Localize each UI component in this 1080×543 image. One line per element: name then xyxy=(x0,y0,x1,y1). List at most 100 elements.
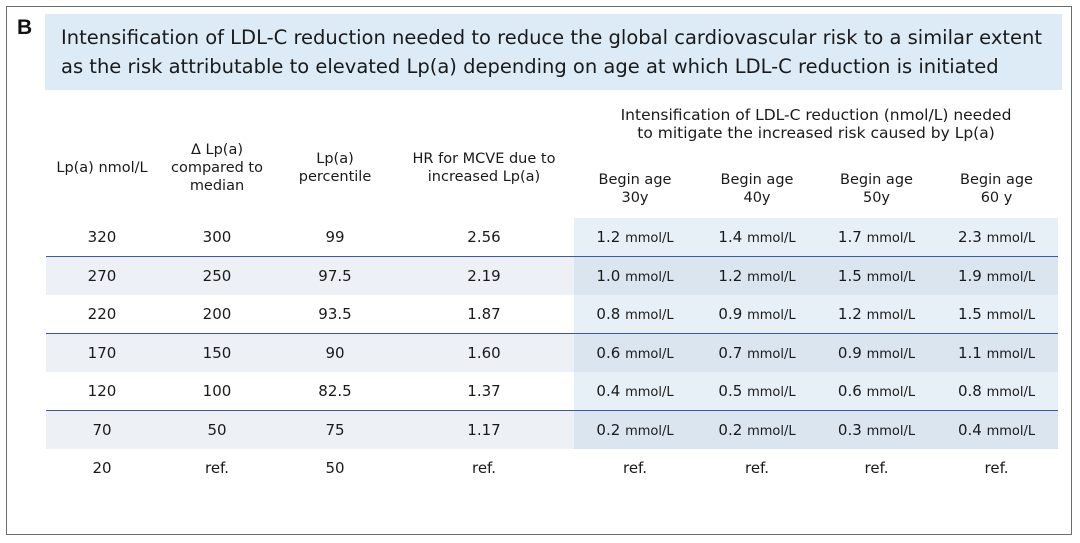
cell-age-40: ref. xyxy=(744,459,770,477)
col-header-hr: HR for MCVE due to increased Lp(a) xyxy=(394,100,574,218)
cell-percentile: 50 xyxy=(325,459,345,477)
risk-value: 1.2 xyxy=(596,228,621,246)
risk-value: 1.2 xyxy=(718,267,743,285)
risk-value: 0.7 xyxy=(718,344,743,362)
cell-age-60: 1.5 mmol/L xyxy=(935,295,1059,334)
header-text: Δ Lp(a) xyxy=(190,142,243,158)
risk-unit: mmol/L xyxy=(747,231,796,246)
header-text: median xyxy=(189,178,245,194)
cell-age-60: 0.4 mmol/L xyxy=(935,410,1059,449)
risk-value: 0.2 xyxy=(718,421,743,439)
header-text: compared to xyxy=(171,160,263,176)
panel-label: B xyxy=(17,16,33,39)
risk-unit: mmol/L xyxy=(986,270,1036,285)
figure-frame xyxy=(6,6,1072,535)
risk-unit: mmol/L xyxy=(625,308,674,323)
cell-hr: 1.37 xyxy=(467,382,501,400)
cell-lpa: 70 xyxy=(46,410,158,449)
title-line-2: as the risk attributable to elevated Lp(… xyxy=(61,55,999,78)
cell-percentile: 97.5 xyxy=(276,256,394,295)
cell-lpa: 220 xyxy=(87,305,117,323)
cell-delta: 250 xyxy=(158,256,276,295)
cell-delta: 200 xyxy=(202,305,232,323)
col-header-age-30: Begin age 30y xyxy=(574,156,696,218)
cell-age-30: ref. xyxy=(622,459,648,477)
cell-age-40: 1.2 mmol/L xyxy=(696,256,818,295)
cell-age-30: 1.0 mmol/L xyxy=(574,256,696,295)
table-row: 20 ref. 50 ref. ref. ref. ref. ref. xyxy=(46,449,1058,487)
cell-age-50: ref. xyxy=(864,459,889,477)
col-header-delta: Δ Lp(a) compared to median xyxy=(158,100,276,218)
col-header-percentile: Lp(a) percentile xyxy=(276,100,394,218)
cell-delta: 300 xyxy=(202,228,232,246)
cell-lpa: 270 xyxy=(46,256,158,295)
cell-hr: 1.17 xyxy=(394,410,574,449)
risk-value: 0.5 xyxy=(718,382,743,400)
risk-value: 0.4 xyxy=(596,382,621,400)
col-header-age-40: Begin age 40y xyxy=(696,156,818,218)
title-line-1: Intensification of LDL-C reduction neede… xyxy=(61,26,1043,49)
header-text: Lp(a) xyxy=(316,151,354,167)
cell-percentile: 82.5 xyxy=(318,382,352,400)
risk-unit: mmol/L xyxy=(986,424,1036,439)
risk-unit: mmol/L xyxy=(866,385,916,400)
risk-unit: mmol/L xyxy=(866,347,916,362)
risk-unit: mmol/L xyxy=(986,347,1036,362)
header-text: increased Lp(a) xyxy=(427,169,541,185)
col-header-lpa: Lp(a) nmol/L xyxy=(46,100,158,218)
header-text: 60 y xyxy=(980,190,1013,206)
cell-lpa: 320 xyxy=(87,228,117,246)
risk-value: 1.0 xyxy=(596,267,621,285)
cell-percentile: 99 xyxy=(325,228,345,246)
header-text: percentile xyxy=(298,169,372,185)
cell-age-30: 0.4 mmol/L xyxy=(574,372,696,411)
header-text: Intensification of LDL-C reduction (nmol… xyxy=(620,106,1012,124)
table-row: 170 150 90 1.60 0.6 mmol/L 0.7 mmol/L 0.… xyxy=(46,333,1059,372)
cell-age-40: 0.7 mmol/L xyxy=(696,333,818,372)
data-table: Lp(a) nmol/L Δ Lp(a) compared to median … xyxy=(46,100,1059,487)
col-header-age-50: Begin age 50y xyxy=(818,156,935,218)
risk-value: 0.4 xyxy=(957,421,982,439)
col-header-age-60: Begin age 60 y xyxy=(935,156,1058,218)
cell-age-50: 1.5 mmol/L xyxy=(818,256,935,295)
risk-value: 0.9 xyxy=(718,305,743,323)
cell-hr: 1.60 xyxy=(394,333,574,372)
header-text: 40y xyxy=(743,190,771,206)
cell-age-60: 1.1 mmol/L xyxy=(935,333,1059,372)
risk-value: 2.3 xyxy=(957,228,982,246)
risk-unit: mmol/L xyxy=(625,385,674,400)
cell-age-30: 1.2 mmol/L xyxy=(574,218,696,257)
risk-value: 1.1 xyxy=(957,344,982,362)
header-text: Begin age xyxy=(960,172,1033,188)
risk-unit: mmol/L xyxy=(625,231,674,246)
cell-age-50: 0.6 mmol/L xyxy=(818,372,935,411)
risk-unit: mmol/L xyxy=(625,424,674,439)
risk-unit: mmol/L xyxy=(747,424,796,439)
risk-unit: mmol/L xyxy=(986,385,1036,400)
risk-value: 0.9 xyxy=(837,344,862,362)
cell-hr: 1.87 xyxy=(467,305,501,323)
risk-unit: mmol/L xyxy=(986,231,1036,246)
cell-hr: ref. xyxy=(471,459,497,477)
cell-age-50: 1.2 mmol/L xyxy=(818,295,935,334)
risk-unit: mmol/L xyxy=(866,270,916,285)
cell-hr: 2.19 xyxy=(394,256,574,295)
cell-delta: 100 xyxy=(202,382,232,400)
risk-unit: mmol/L xyxy=(625,347,674,362)
cell-age-40: 0.9 mmol/L xyxy=(696,295,818,334)
cell-age-50: 0.9 mmol/L xyxy=(818,333,935,372)
col-header-lpa-text: Lp(a) nmol/L xyxy=(56,160,148,176)
cell-age-30: 0.6 mmol/L xyxy=(574,333,696,372)
cell-age-50: 0.3 mmol/L xyxy=(818,410,935,449)
risk-unit: mmol/L xyxy=(986,308,1036,323)
risk-value: 0.2 xyxy=(596,421,621,439)
cell-delta: 150 xyxy=(158,333,276,372)
table-row: 220 200 93.5 1.87 0.8 mmol/L 0.9 mmol/L … xyxy=(46,295,1059,334)
header-text: Begin age xyxy=(840,172,913,188)
cell-age-60: 0.8 mmol/L xyxy=(935,372,1059,411)
cell-hr: 2.56 xyxy=(467,228,501,246)
cell-age-30: 0.2 mmol/L xyxy=(574,410,696,449)
cell-percentile: 75 xyxy=(276,410,394,449)
cell-lpa: 170 xyxy=(46,333,158,372)
risk-value: 1.5 xyxy=(837,267,862,285)
